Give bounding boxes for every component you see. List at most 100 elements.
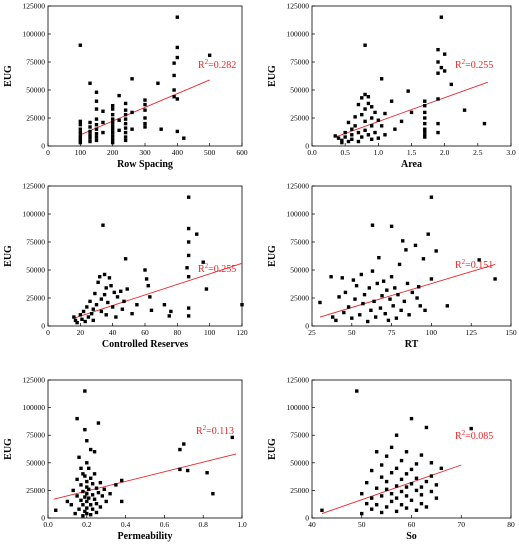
data-point xyxy=(366,319,370,324)
data-point xyxy=(102,292,107,297)
data-point xyxy=(365,480,369,485)
data-point xyxy=(363,92,367,97)
r-squared-value: =0.085 xyxy=(465,431,493,442)
data-point xyxy=(94,510,99,515)
data-point xyxy=(211,492,215,496)
data-point xyxy=(78,134,83,138)
data-point xyxy=(445,304,450,308)
data-point xyxy=(185,468,190,473)
r-squared-superscript: 2 xyxy=(462,429,466,437)
y-tick-label: 50000 xyxy=(26,458,45,467)
data-point xyxy=(439,15,444,19)
r-squared-prefix: R xyxy=(196,426,203,437)
data-point xyxy=(449,82,453,87)
data-point xyxy=(204,287,209,291)
data-point xyxy=(186,314,191,318)
x-axis-label: RT xyxy=(405,339,419,350)
r-squared-value: =0.282 xyxy=(208,60,236,71)
data-point xyxy=(98,480,103,485)
data-point xyxy=(78,43,83,47)
data-point xyxy=(384,487,389,491)
r-squared-annotation: R2=0.113 xyxy=(196,424,234,437)
data-point xyxy=(79,466,83,471)
data-point xyxy=(94,90,99,94)
y-tick-label: 125000 xyxy=(23,182,46,191)
data-point xyxy=(94,107,99,111)
data-point xyxy=(365,501,369,506)
data-point xyxy=(439,65,444,70)
data-point xyxy=(90,507,95,511)
data-point xyxy=(393,286,397,290)
data-point xyxy=(396,292,400,297)
data-point xyxy=(230,435,234,440)
x-tick-label: 2.0 xyxy=(440,148,450,157)
data-point xyxy=(94,99,99,103)
data-point xyxy=(415,296,419,300)
y-tick-label: 25000 xyxy=(26,486,45,495)
data-point xyxy=(436,97,440,101)
data-point xyxy=(75,477,79,482)
data-point xyxy=(123,138,128,143)
y-tick-label: 75000 xyxy=(26,238,45,247)
x-tick-label: 80 xyxy=(507,520,515,529)
y-tick-label: 125000 xyxy=(23,376,46,385)
data-point xyxy=(351,278,356,282)
x-tick-label: 60 xyxy=(408,520,416,529)
data-point xyxy=(350,133,354,137)
data-point xyxy=(384,454,389,458)
data-point xyxy=(414,462,419,466)
data-point xyxy=(370,507,374,511)
data-point xyxy=(80,317,84,321)
data-point xyxy=(334,318,338,323)
data-point xyxy=(83,474,87,478)
data-point xyxy=(186,253,191,258)
data-point xyxy=(120,307,125,311)
data-point xyxy=(394,496,399,500)
r-squared-annotation: R2=0.085 xyxy=(455,429,493,442)
chart-panel: 0.0 0.5 1.0 1.5 2.0 2.5 3.0 0 25000 50000 75000 100… xyxy=(267,2,516,171)
trend-line xyxy=(321,464,462,515)
data-point xyxy=(123,108,128,112)
data-point xyxy=(421,257,426,261)
data-point xyxy=(374,486,379,490)
data-point xyxy=(426,232,430,236)
data-point xyxy=(404,450,409,454)
y-axis-label: EUG xyxy=(267,438,278,460)
data-point xyxy=(110,140,115,145)
data-point xyxy=(85,506,89,510)
x-tick-label: 150 xyxy=(505,328,517,337)
data-point xyxy=(110,127,115,131)
x-tick-label: 40 xyxy=(109,328,117,337)
data-point xyxy=(88,512,93,517)
data-point xyxy=(424,425,429,430)
data-point xyxy=(85,499,89,504)
r-squared-value: =0.255 xyxy=(208,264,236,275)
data-point xyxy=(143,121,147,126)
y-axis-label: EUG xyxy=(267,245,278,267)
data-point xyxy=(389,275,394,279)
data-point xyxy=(72,315,76,319)
data-point xyxy=(342,310,346,315)
data-point xyxy=(101,223,105,227)
data-point xyxy=(110,112,115,117)
y-tick-label: 25000 xyxy=(26,114,45,123)
data-point xyxy=(186,195,191,199)
data-point xyxy=(205,471,209,475)
data-point xyxy=(178,447,182,452)
data-point xyxy=(370,105,374,109)
data-point xyxy=(104,499,108,504)
data-point xyxy=(89,311,94,316)
data-point xyxy=(207,53,212,57)
data-point xyxy=(175,15,180,19)
data-point xyxy=(143,102,147,107)
data-point xyxy=(99,309,104,314)
data-point xyxy=(92,472,97,476)
data-point xyxy=(130,110,134,115)
data-point xyxy=(381,279,386,283)
data-point xyxy=(88,447,93,452)
data-point xyxy=(85,461,89,465)
data-point xyxy=(482,121,487,126)
data-point xyxy=(394,466,399,471)
data-point xyxy=(172,73,176,78)
x-tick-label: 3.0 xyxy=(506,148,516,157)
